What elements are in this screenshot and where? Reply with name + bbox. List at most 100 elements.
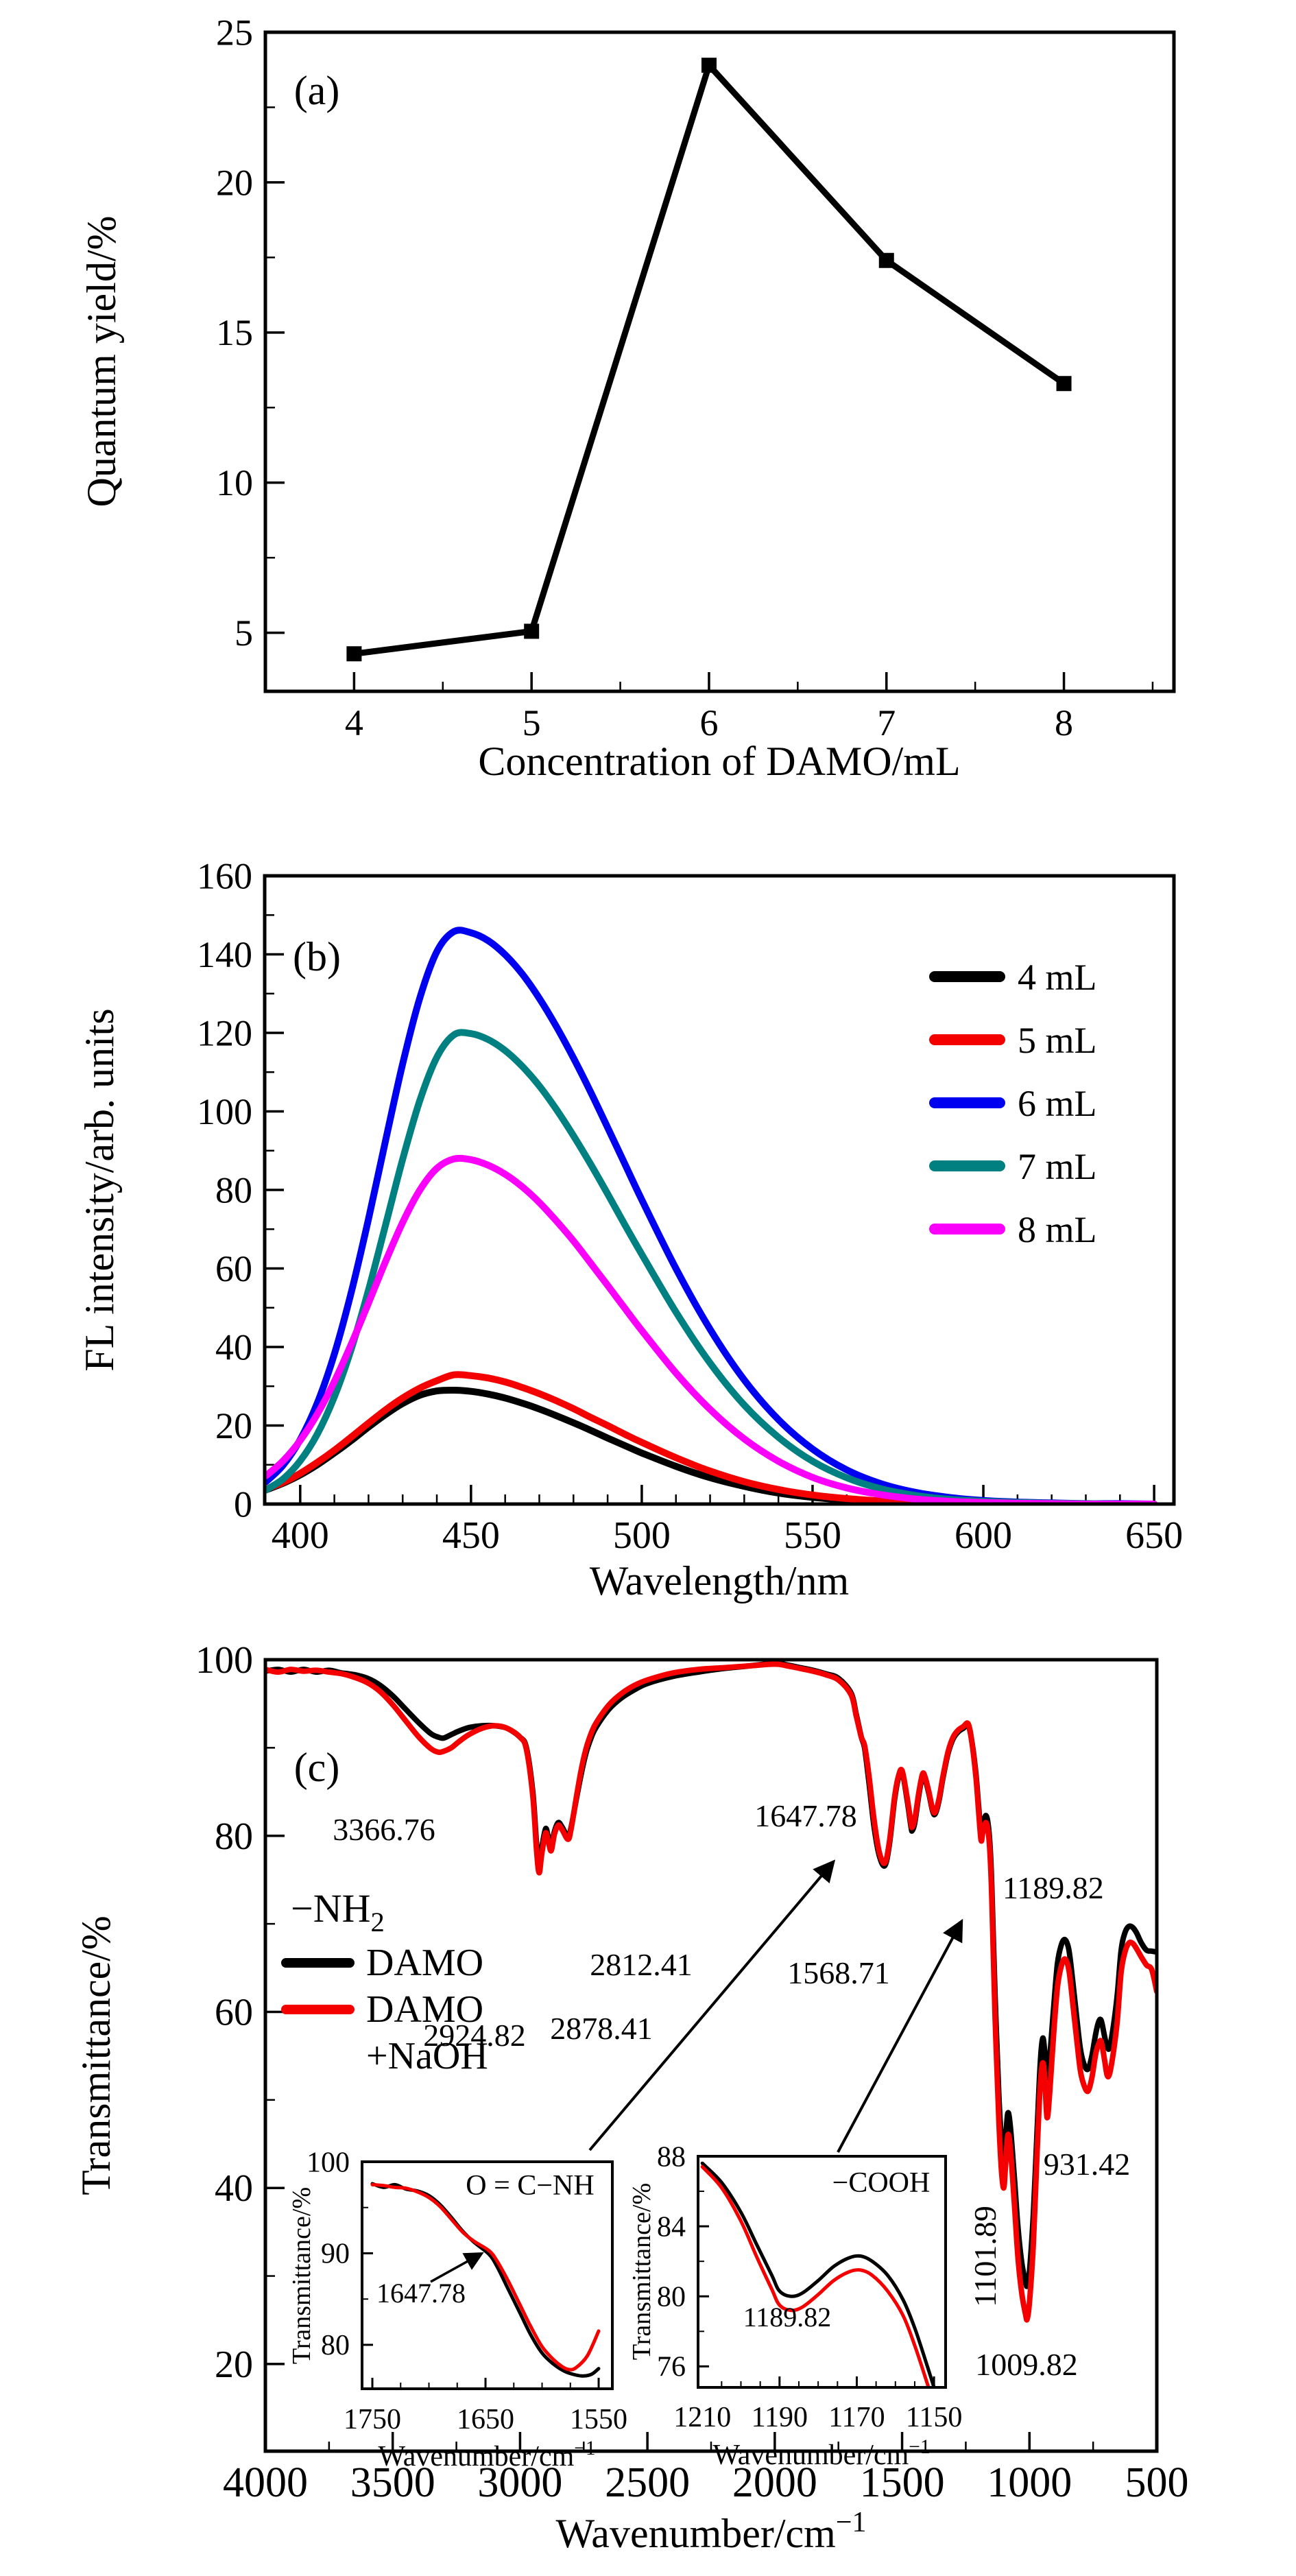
c-plot-frame bbox=[263, 1658, 1159, 2453]
c-annotation-1647.78: 1647.78 bbox=[754, 1798, 857, 1833]
c-inset-amide-group: 1750 1650 1550 80 90 100 Wavenumber/cm−1 Transm… bbox=[287, 2147, 627, 2472]
b-curve-5-mL bbox=[265, 1371, 1158, 1504]
c-x-tick-label: 2000 bbox=[732, 2459, 817, 2506]
b-y-tick-label: 0 bbox=[234, 1483, 252, 1525]
a-x-tick-label: 5 bbox=[523, 702, 541, 743]
panel-c-ftir-chart: 4000 3500 3000 2500 2000 1500 1000 500204060801… bbox=[73, 1639, 1189, 2556]
c-annotation-1101.89: 1101.89 bbox=[968, 2206, 1003, 2307]
c-inset-cooh-y-axis-label: Transmittance/% bbox=[627, 2183, 656, 2360]
b-x-tick-label: 400 bbox=[272, 1514, 329, 1557]
a-series bbox=[350, 62, 1068, 657]
c-inset-cooh-group: 1210 1190 1170 1150 76 80 84 88 Wavenumber/cm−1 T… bbox=[627, 2141, 962, 2471]
c-inset-amide-y-tick-label: 90 bbox=[321, 2239, 350, 2270]
b-x-axis-label: Wavelength/nm bbox=[590, 1558, 849, 1603]
b-legend-label-4-mL: 4 mL bbox=[1018, 957, 1097, 998]
b-y-tick-label: 80 bbox=[215, 1169, 252, 1211]
a-data-point-marker bbox=[701, 58, 717, 73]
c-inset-amide-plot-frame bbox=[361, 2160, 614, 2390]
c-inset-amide-curve-DAMO-+NaOH bbox=[370, 2182, 601, 2372]
a-y-tick-label: 25 bbox=[216, 12, 253, 53]
c-annotation-2878.41: 2878.41 bbox=[550, 2011, 653, 2046]
c-inset-cooh-y-tick-label: 80 bbox=[657, 2282, 686, 2313]
c-y-tick-label: 40 bbox=[215, 2167, 253, 2210]
c-inset-cooh-curve-DAMO-+NaOH bbox=[700, 2164, 931, 2387]
c-inset-cooh-x-tick-label: 1190 bbox=[752, 2402, 808, 2433]
c-annotation-arrow bbox=[588, 1859, 836, 2151]
c-group: 4000 3500 3000 2500 2000 1500 1000 500204060801… bbox=[73, 1639, 1189, 2556]
c-annotation-3366.76: 3366.76 bbox=[333, 1812, 435, 1847]
c-inset-amide-x-tick-label: 1550 bbox=[570, 2404, 627, 2435]
b-x-tick-label: 550 bbox=[784, 1514, 841, 1557]
b-y-tick-label: 60 bbox=[215, 1248, 252, 1289]
b-x-tick-label: 600 bbox=[955, 1514, 1012, 1557]
c-x-tick-label: 4000 bbox=[223, 2459, 308, 2506]
c-y-tick-label: 20 bbox=[215, 2344, 253, 2386]
c-curve-DAMO-+NaOH bbox=[265, 1661, 1157, 2323]
a-curve-quantum-yield bbox=[350, 62, 1068, 657]
c-ticks bbox=[265, 1747, 1094, 2451]
c-inset-cooh-annotation-1189.82: 1189.82 bbox=[743, 2302, 832, 2333]
c-annotation-931.42: 931.42 bbox=[1044, 2147, 1131, 2182]
b-y-axis-label: FL intensity/arb. units bbox=[77, 1008, 122, 1371]
a-y-axis-label: Quantum yield/% bbox=[79, 216, 124, 508]
c-inset-amide-y-axis-label: Transmittance/% bbox=[287, 2187, 316, 2364]
c-inset-amide-series bbox=[370, 2182, 601, 2378]
b-legend-label-8-mL: 8 mL bbox=[1018, 1209, 1097, 1250]
a-y-tick-label: 10 bbox=[216, 462, 253, 503]
c-inset-amide-annotation-1647.78: 1647.78 bbox=[376, 2278, 466, 2309]
c-inset-amide-x-axis-label: Wavenumber/cm−1 bbox=[378, 2437, 595, 2472]
c-panel-letter: (c) bbox=[294, 1745, 340, 1790]
a-ticks bbox=[265, 106, 1154, 691]
c-inset-amide-x-tick-label: 1750 bbox=[344, 2404, 401, 2435]
c-annotation-1009.82: 1009.82 bbox=[975, 2347, 1078, 2382]
b-y-tick-label: 20 bbox=[215, 1405, 252, 1446]
c-annotation-arrow bbox=[837, 1918, 963, 2153]
c-inset-amide-annotation-arrow bbox=[430, 2252, 484, 2283]
c-y-tick-label: 60 bbox=[215, 1991, 253, 2034]
c-inset-cooh-x-axis-label: Wavenumber/cm−1 bbox=[712, 2436, 930, 2471]
c-inset-amide-annotation-O=C−NH: O = C−NH bbox=[466, 2170, 594, 2202]
c-x-tick-label: 3000 bbox=[477, 2459, 562, 2506]
c-x-axis-label: Wavenumber/cm−1 bbox=[555, 2507, 866, 2556]
c-legend-label-+NaOH: +NaOH bbox=[366, 2035, 488, 2077]
c-inset-cooh-plot-frame bbox=[697, 2155, 947, 2389]
b-panel-letter: (b) bbox=[293, 934, 341, 979]
a-y-tick-label: 20 bbox=[216, 162, 253, 203]
c-inset-cooh-curve-DAMO bbox=[700, 2161, 936, 2387]
b-x-tick-label: 650 bbox=[1125, 1514, 1183, 1557]
c-annotation-1189.82: 1189.82 bbox=[1003, 1870, 1104, 1905]
a-x-tick-label: 7 bbox=[877, 702, 896, 743]
panel-b-fl-intensity-chart: 400 450 500 550 600 650 0 20 40 60 80 100 120 140 160 W… bbox=[77, 855, 1183, 1603]
c-inset-cooh-y-tick-label: 84 bbox=[657, 2211, 686, 2243]
a-x-tick-label: 4 bbox=[345, 702, 363, 743]
a-data-point-marker bbox=[878, 252, 894, 268]
a-panel-letter: (a) bbox=[294, 68, 340, 113]
a-y-tick-label: 5 bbox=[235, 612, 253, 654]
c-inset-cooh-x-tick-label: 1150 bbox=[906, 2402, 962, 2433]
c-legend-label-DAMO: DAMO bbox=[366, 1942, 483, 1984]
a-plot-frame bbox=[263, 30, 1176, 693]
a-x-axis-label: Concentration of DAMO/mL bbox=[478, 739, 960, 784]
c-inset-amide-y-tick-label: 100 bbox=[307, 2147, 350, 2178]
b-legend-label-5-mL: 5 mL bbox=[1018, 1020, 1097, 1061]
b-y-tick-label: 140 bbox=[197, 934, 252, 975]
b-plot-frame bbox=[263, 874, 1176, 1506]
a-x-tick-label: 8 bbox=[1055, 702, 1073, 743]
c-y-tick-label: 80 bbox=[215, 1815, 253, 1858]
b-y-tick-label: 100 bbox=[197, 1091, 252, 1132]
c-inset-cooh-x-tick-label: 1210 bbox=[673, 2402, 731, 2433]
c-inset-cooh-series bbox=[700, 2161, 936, 2387]
c-inset-amide-y-tick-label: 80 bbox=[321, 2330, 350, 2361]
b-legend-label-7-mL: 7 mL bbox=[1018, 1146, 1097, 1187]
c-x-tick-label: 1500 bbox=[860, 2459, 945, 2506]
c-inset-amide-x-tick-label: 1650 bbox=[457, 2404, 514, 2435]
c-inset-cooh-annotation-−COOH: −COOH bbox=[832, 2167, 931, 2199]
c-series bbox=[265, 1660, 1157, 2323]
b-curve-8-mL bbox=[265, 1154, 1158, 1504]
panel-a-quantum-yield-chart: 4 5 6 7 8 5 10 15 20 25 Concentration of DAMO/mL Qu… bbox=[79, 12, 1176, 784]
a-data-point-marker bbox=[346, 646, 362, 662]
c-inset-cooh-y-tick-label: 76 bbox=[657, 2352, 686, 2383]
c-annotation-2924.82: 2924.82 bbox=[423, 2018, 526, 2053]
